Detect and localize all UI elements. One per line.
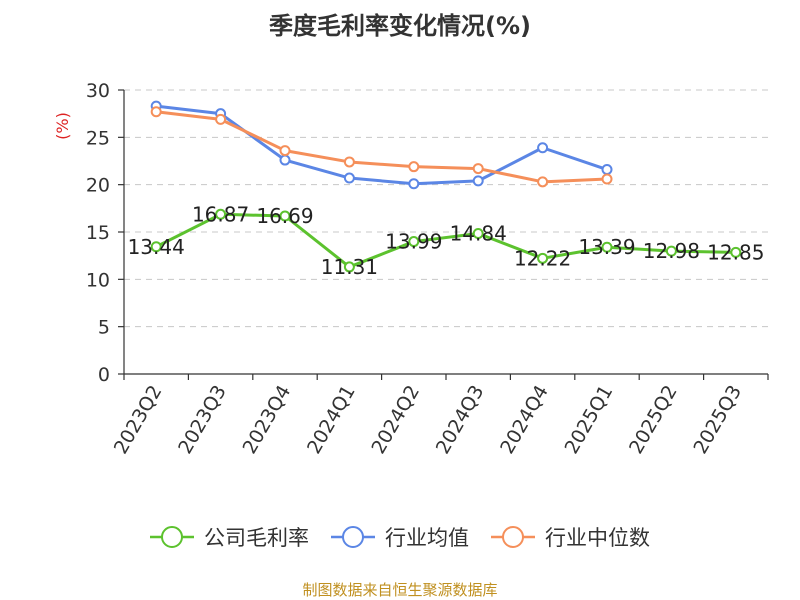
source-note: 制图数据来自恒生聚源数据库 — [302, 581, 498, 599]
data-label: 14.84 — [450, 222, 507, 246]
data-point — [537, 252, 549, 264]
data-point — [150, 106, 162, 118]
y-tick-label: 10 — [86, 269, 110, 291]
data-point — [150, 241, 162, 253]
data-point — [537, 176, 549, 188]
data-point — [215, 208, 227, 220]
data-point — [408, 178, 420, 190]
data-point — [537, 142, 549, 154]
data-point — [279, 145, 291, 157]
data-label: 11.31 — [321, 255, 378, 279]
data-label: 13.44 — [128, 235, 185, 259]
legend-item: 行业中位数 — [491, 526, 650, 550]
data-label: 13.39 — [578, 235, 635, 259]
series-lines — [150, 100, 742, 273]
data-label: 12.85 — [707, 240, 764, 264]
data-label: 12.98 — [643, 239, 700, 263]
legend-marker — [161, 526, 183, 548]
data-point — [472, 163, 484, 175]
series-line — [156, 110, 608, 184]
legend-item: 公司毛利率 — [150, 526, 309, 550]
data-point — [279, 154, 291, 166]
series-2 — [150, 106, 613, 188]
data-point — [343, 156, 355, 168]
data-point — [343, 261, 355, 273]
data-point — [279, 210, 291, 222]
data-label: 16.69 — [256, 204, 313, 228]
series-line — [155, 212, 736, 269]
y-tick-label: 20 — [86, 175, 110, 197]
x-tick-label: 2024Q2 — [367, 382, 424, 458]
x-tick-label: 2025Q1 — [561, 382, 618, 458]
legend-label: 行业均值 — [385, 526, 469, 550]
x-tick-label: 2025Q2 — [625, 382, 682, 458]
series-1 — [150, 100, 613, 190]
data-point — [408, 161, 420, 173]
series-line — [156, 104, 608, 186]
data-point — [408, 236, 420, 248]
data-point — [472, 175, 484, 187]
y-tick-label: 15 — [86, 222, 110, 244]
x-tick-label: 2024Q3 — [432, 382, 489, 458]
data-point — [601, 241, 613, 253]
x-tick-label: 2023Q3 — [174, 382, 231, 458]
data-point — [601, 173, 613, 185]
y-tick-label: 25 — [86, 127, 110, 149]
y-tick-label: 30 — [86, 80, 110, 102]
data-labels: 13.44 16.87 16.69 11.31 13.99 14.84 12.22 13.39… — [128, 202, 765, 279]
x-tick-label: 2024Q1 — [303, 382, 360, 458]
data-point — [343, 172, 355, 184]
legend-item: 行业均值 — [331, 526, 469, 550]
legend-marker — [502, 526, 524, 548]
x-tick-label: 2024Q4 — [496, 382, 553, 458]
x-tick-label: 2023Q4 — [239, 382, 296, 458]
chart-title: 季度毛利率变化情况(%) — [269, 12, 531, 40]
data-point — [472, 228, 484, 240]
y-axis-unit-label: (%) — [53, 112, 72, 140]
data-label: 13.99 — [385, 230, 442, 254]
data-point — [215, 113, 227, 125]
y-tick-label: 5 — [98, 317, 110, 339]
x-tick-label: 2023Q2 — [110, 382, 167, 458]
legend: 公司毛利率 行业均值 行业中位数 — [150, 526, 650, 550]
series-0 — [150, 208, 742, 273]
x-tick-label: 2025Q3 — [689, 382, 746, 458]
legend-label: 公司毛利率 — [204, 526, 309, 550]
data-point — [730, 246, 742, 258]
grid-lines — [124, 89, 768, 328]
data-point — [601, 164, 613, 176]
data-label: 12.22 — [514, 246, 571, 270]
data-point — [665, 245, 677, 257]
data-label: 16.87 — [192, 202, 249, 226]
y-tick-label: 0 — [98, 364, 110, 386]
legend-marker — [342, 526, 364, 548]
legend-label: 行业中位数 — [545, 526, 650, 550]
